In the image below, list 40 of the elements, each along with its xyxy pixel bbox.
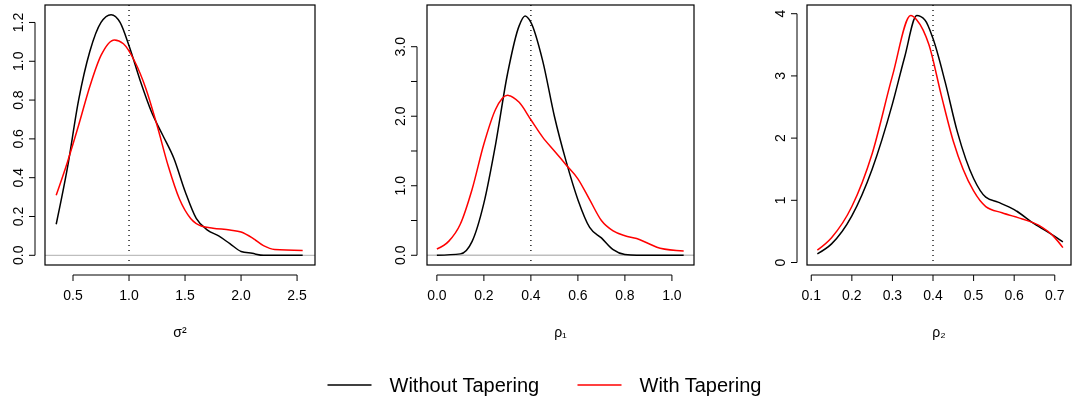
x-tick-label: 0.0 (427, 287, 447, 303)
y-tick-label: 0 (772, 258, 788, 267)
y-tick-label: 0.0 (392, 245, 408, 265)
y-tick-label: 1.0 (10, 51, 26, 71)
y-tick-label: 3.0 (392, 36, 408, 57)
line-series (436, 94, 685, 252)
y-tick-label: 1 (772, 196, 788, 205)
y-tick-label: 0.6 (10, 128, 26, 149)
x-tick-label: 0.6 (568, 287, 588, 303)
y-tick-label: 0.0 (10, 245, 26, 266)
x-tick-label: 2.0 (231, 287, 251, 303)
y-tick-label: 0.2 (10, 206, 26, 227)
y-tick-label: 0.8 (10, 90, 26, 110)
x-tick-label: 0.6 (1004, 287, 1025, 303)
x-axis-title: ρ₂ (932, 324, 946, 340)
x-tick-label: 1.0 (662, 287, 682, 303)
x-tick-label: 2.5 (287, 287, 308, 303)
x-tick-label: 0.1 (801, 287, 822, 303)
y-tick-label: 2 (772, 134, 788, 143)
x-tick-label: 0.7 (1045, 287, 1065, 303)
x-tick-label: 1.0 (119, 287, 139, 303)
x-tick-label: 0.5 (63, 287, 83, 303)
x-tick-label: 0.2 (842, 287, 862, 303)
x-tick-label: 0.8 (615, 287, 635, 303)
x-tick-label: 0.4 (521, 287, 541, 303)
x-tick-label: 0.2 (474, 287, 494, 303)
y-tick-label: 3 (772, 71, 788, 80)
legend-label: With Tapering (639, 374, 762, 396)
x-axis-title: σ² (173, 324, 187, 340)
y-tick-label: 4 (772, 9, 788, 18)
x-axis-title: ρ₁ (554, 324, 568, 340)
legend-label: Without Tapering (389, 374, 540, 396)
y-tick-label: 0.4 (10, 167, 26, 188)
y-tick-label: 1.0 (392, 175, 408, 196)
x-tick-label: 0.5 (963, 287, 984, 303)
x-tick-label: 0.3 (882, 287, 903, 303)
y-tick-label: 1.2 (10, 12, 26, 33)
x-tick-label: 0.4 (923, 287, 943, 303)
x-tick-label: 1.5 (175, 287, 195, 303)
y-tick-label: 2.0 (392, 106, 408, 126)
